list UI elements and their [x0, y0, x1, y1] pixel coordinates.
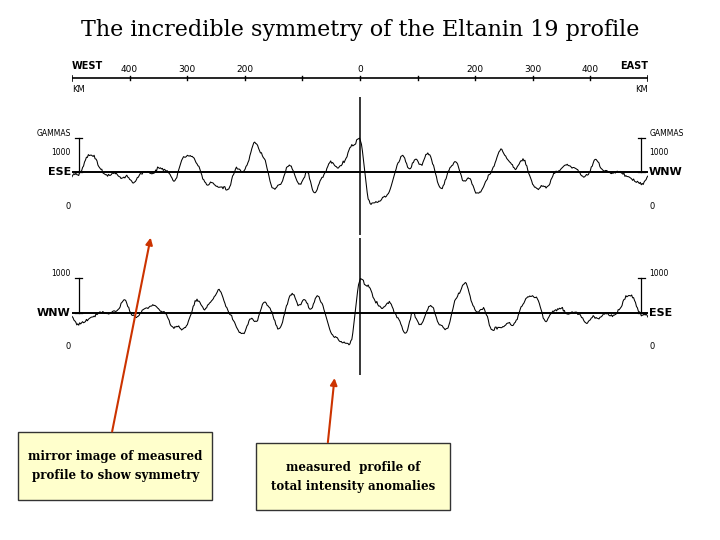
Text: 400: 400 [121, 65, 138, 73]
Text: 200: 200 [236, 65, 253, 73]
Text: GAMMAS: GAMMAS [649, 129, 683, 138]
Text: WEST: WEST [72, 61, 103, 71]
Text: 300: 300 [524, 65, 541, 73]
Text: 0: 0 [66, 342, 71, 352]
Text: 1000: 1000 [51, 269, 71, 279]
Text: 400: 400 [582, 65, 599, 73]
Text: KM: KM [635, 85, 648, 94]
Text: 0: 0 [357, 65, 363, 73]
Text: 1000: 1000 [649, 138, 669, 158]
Text: 0: 0 [649, 202, 654, 211]
Text: 1000: 1000 [51, 138, 71, 158]
Text: EAST: EAST [620, 61, 648, 71]
Text: 0: 0 [66, 202, 71, 211]
Text: 300: 300 [179, 65, 196, 73]
Text: 1000: 1000 [649, 269, 669, 279]
Text: KM: KM [72, 85, 85, 94]
Text: 200: 200 [467, 65, 484, 73]
Text: ESE: ESE [649, 308, 672, 318]
Text: ESE: ESE [48, 167, 71, 177]
Text: mirror image of measured
profile to show symmetry: mirror image of measured profile to show… [28, 450, 202, 482]
Text: WNW: WNW [649, 167, 683, 177]
Text: GAMMAS: GAMMAS [37, 129, 71, 138]
Text: 0: 0 [649, 342, 654, 352]
Text: The incredible symmetry of the Eltanin 19 profile: The incredible symmetry of the Eltanin 1… [81, 19, 639, 41]
Text: measured  profile of
total intensity anomalies: measured profile of total intensity anom… [271, 461, 435, 492]
Text: WNW: WNW [37, 308, 71, 318]
